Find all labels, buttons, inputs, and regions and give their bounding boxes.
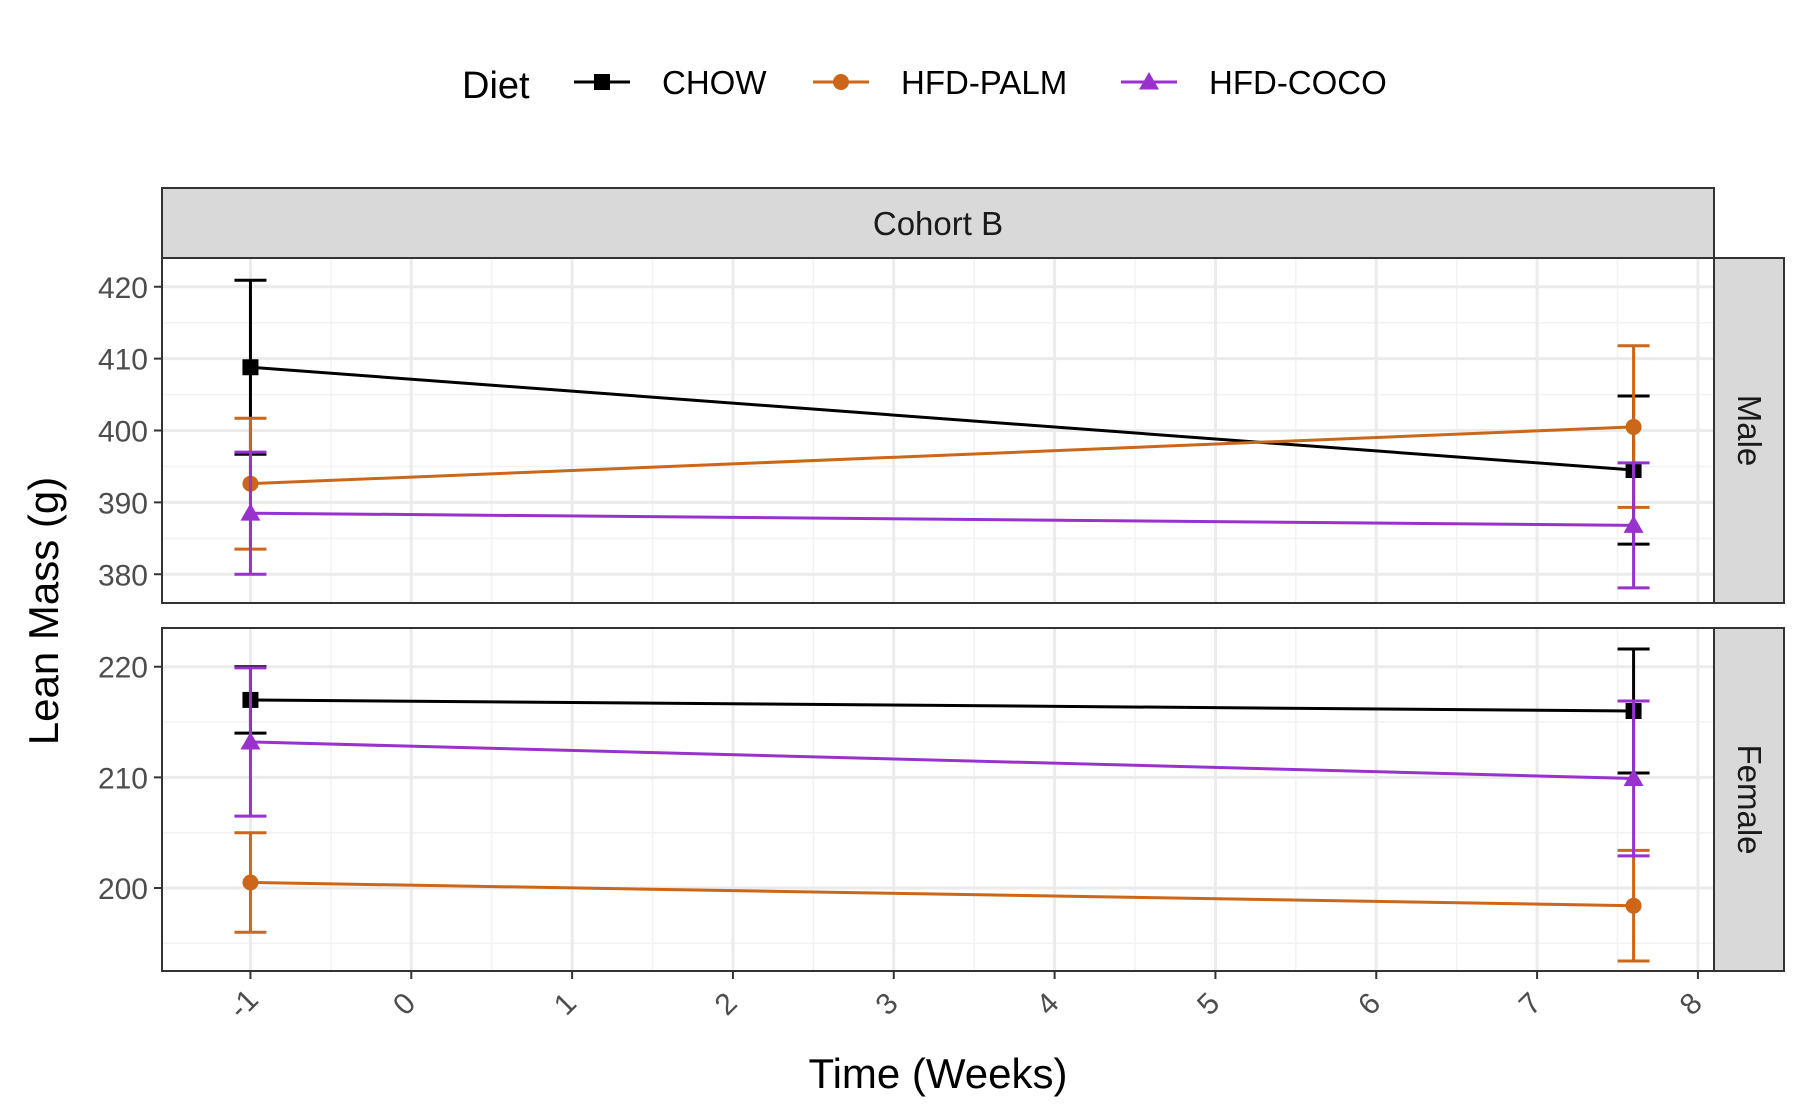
- panels: 380 390 400 410 420 Male 200 210 220 Female: [98, 257, 1785, 972]
- y-tick-label: 220: [98, 652, 148, 685]
- legend-key-marker: [833, 74, 849, 90]
- series-hfd-coco: [234, 666, 1650, 858]
- y-tick-label: 420: [98, 272, 148, 305]
- facet-strip-column: Cohort B: [161, 187, 1715, 259]
- y-tick-label: 410: [98, 344, 148, 377]
- data-point: [242, 874, 259, 891]
- legend: Diet CHOW HFD-PALM HFD-COCO: [462, 64, 1387, 107]
- legend-label: HFD-COCO: [1209, 64, 1387, 101]
- facet-strip-column-label: Cohort B: [873, 205, 1003, 242]
- legend-entry-hfd-palm: HFD-PALM: [813, 64, 1067, 101]
- x-tick-label: 2: [709, 987, 744, 1022]
- series-line: [250, 425, 1634, 486]
- x-tick-label: 1: [548, 987, 583, 1022]
- data-point: [1625, 897, 1642, 914]
- x-tick-label: 8: [1674, 987, 1709, 1022]
- legend-entry-hfd-coco: HFD-COCO: [1121, 64, 1387, 101]
- series-line: [250, 365, 1634, 472]
- series-hfd-coco: [234, 450, 1650, 590]
- x-tick-label: 0: [387, 987, 422, 1022]
- x-tick-label: 7: [1513, 987, 1548, 1022]
- data-point: [1623, 768, 1644, 786]
- data-point: [240, 503, 261, 521]
- series-line: [250, 740, 1634, 780]
- data-point: [242, 359, 259, 376]
- x-axis-title: Time (Weeks): [808, 1050, 1067, 1097]
- data-point: [1625, 418, 1642, 435]
- y-tick-label: 400: [98, 416, 148, 449]
- y-tick-label: 210: [98, 762, 148, 795]
- y-tick-label: 380: [98, 559, 148, 592]
- series-hfd-palm: [234, 831, 1650, 963]
- legend-title: Diet: [462, 65, 530, 107]
- y-axis-title: Lean Mass (g): [20, 477, 67, 745]
- legend-entry-chow: CHOW: [574, 64, 767, 101]
- x-axis: -1 0 1 2 3 4 5 6 7 8: [223, 971, 1709, 1025]
- facet-strip-row-label: Male: [1731, 395, 1768, 467]
- x-tick-label: 4: [1030, 987, 1065, 1022]
- x-tick-label: 5: [1191, 987, 1226, 1022]
- series-line: [250, 880, 1634, 908]
- y-tick-label: 200: [98, 873, 148, 906]
- legend-key-marker: [1139, 72, 1159, 90]
- data-point: [1623, 515, 1644, 533]
- legend-entries: CHOW HFD-PALM HFD-COCO: [574, 64, 1387, 101]
- facet-strip-row: Male: [1713, 257, 1785, 604]
- y-tick-label: 390: [98, 487, 148, 520]
- panel-male: 380 390 400 410 420 Male: [98, 257, 1785, 604]
- series-line: [250, 511, 1634, 527]
- legend-label: HFD-PALM: [901, 64, 1067, 101]
- x-tick-label: 6: [1352, 987, 1387, 1022]
- x-tick-label: -1: [223, 983, 265, 1025]
- data-point: [240, 731, 261, 750]
- panel-female: 200 210 220 Female: [98, 627, 1785, 972]
- legend-label: CHOW: [662, 64, 767, 101]
- series-line: [250, 698, 1634, 713]
- legend-key-marker: [594, 74, 610, 90]
- x-tick-label: 3: [869, 987, 904, 1022]
- facet-strip-row-label: Female: [1731, 744, 1768, 854]
- facet-strip-row: Female: [1713, 627, 1785, 972]
